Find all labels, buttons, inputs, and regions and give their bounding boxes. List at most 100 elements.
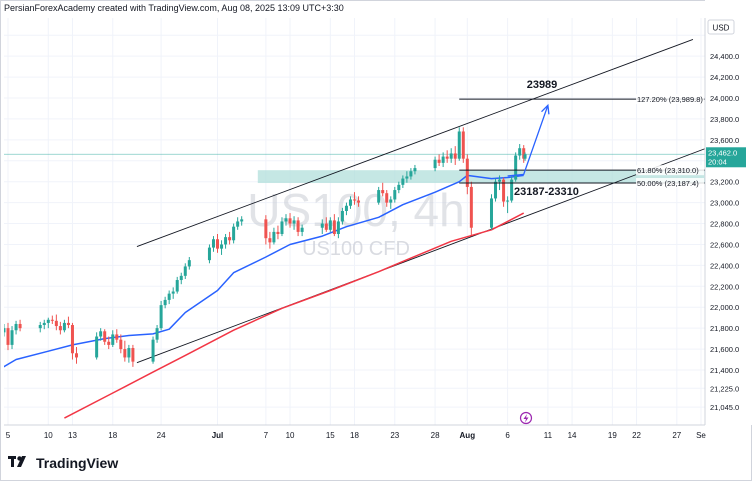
candle-body xyxy=(127,348,131,358)
price-tick-label: 24,000.0 xyxy=(710,94,739,103)
candle xyxy=(348,196,352,209)
candle xyxy=(489,194,493,230)
time-tick-label: 14 xyxy=(568,431,577,440)
candle-body xyxy=(220,244,224,249)
candle-body xyxy=(211,239,215,248)
candle xyxy=(332,214,336,237)
candle xyxy=(284,214,288,226)
candle xyxy=(220,240,224,255)
candle-body xyxy=(155,328,159,340)
candle-body xyxy=(336,221,340,234)
candle xyxy=(280,217,284,237)
time-tick-label: 10 xyxy=(44,431,53,440)
price-tick-label: 21,400.0 xyxy=(710,366,739,375)
candle-body xyxy=(523,154,527,159)
candle-body xyxy=(99,331,103,337)
candle xyxy=(272,227,276,245)
candle xyxy=(175,276,179,294)
projection-arrow-head xyxy=(541,103,550,115)
candle xyxy=(461,127,465,163)
candle xyxy=(353,192,356,205)
candle xyxy=(46,317,50,329)
candle-body xyxy=(494,181,498,199)
channel-upper-line xyxy=(136,38,694,247)
price-tick-label: 23,000.0 xyxy=(710,199,739,208)
price-axis-bg xyxy=(705,0,752,425)
candle-body xyxy=(171,291,175,294)
lightning-event-icon xyxy=(519,411,533,425)
price-tick-label: 24,200.0 xyxy=(710,73,739,82)
candle-body xyxy=(4,328,6,333)
currency-box xyxy=(707,19,735,35)
price-tick-label: 23,600.0 xyxy=(710,136,739,145)
candle-body xyxy=(324,223,328,230)
candle xyxy=(115,329,119,343)
candle-body xyxy=(296,220,300,232)
candle-body xyxy=(377,190,381,203)
candle xyxy=(187,257,191,270)
candle xyxy=(6,322,10,351)
candle-body xyxy=(232,226,236,241)
fib-label: 61.80% (23,310.0) xyxy=(637,166,699,175)
candle xyxy=(228,231,232,245)
candle-body xyxy=(240,219,244,222)
candle-body xyxy=(288,218,292,224)
time-tick-label: Se xyxy=(696,431,706,440)
watermark-name: US100 CFD xyxy=(302,238,410,260)
candle-body xyxy=(413,168,417,172)
candle xyxy=(211,236,215,252)
candle xyxy=(445,150,449,163)
last-price-badge xyxy=(706,147,746,168)
candle-body xyxy=(216,239,220,249)
candle xyxy=(107,336,111,350)
candle-body xyxy=(348,199,352,206)
candle-body xyxy=(437,159,441,163)
candle xyxy=(401,175,405,188)
candle-body xyxy=(224,237,228,245)
candle xyxy=(268,231,272,249)
candle xyxy=(171,287,175,299)
candle-body xyxy=(381,190,385,194)
fib-label-bg xyxy=(636,94,704,105)
candle xyxy=(328,217,332,232)
candle-body xyxy=(522,148,526,159)
time-tick-label: 22 xyxy=(632,431,641,440)
fib-label: 50.00% (23,187.4) xyxy=(637,179,699,188)
candle-body xyxy=(498,179,502,182)
candle-body xyxy=(107,341,111,345)
candle xyxy=(155,325,159,343)
candle-body xyxy=(465,158,469,187)
candle xyxy=(522,145,526,163)
candle xyxy=(502,177,506,207)
candle xyxy=(296,217,300,237)
candle xyxy=(216,234,220,253)
candle-body xyxy=(276,231,280,234)
candle xyxy=(131,344,135,367)
candle xyxy=(167,290,171,305)
candle xyxy=(514,152,518,182)
candle-body xyxy=(54,320,58,327)
price-tick-label: 22,600.0 xyxy=(710,240,739,249)
candle-body xyxy=(506,200,510,202)
candle-body xyxy=(115,334,119,340)
candle xyxy=(441,152,445,168)
candle-body xyxy=(320,223,324,228)
time-tick-label: 27 xyxy=(672,431,681,440)
candle xyxy=(320,219,324,234)
time-tick-label: 5 xyxy=(6,431,11,440)
price-tick-label: 22,200.0 xyxy=(710,282,739,291)
candle xyxy=(413,164,417,175)
candle xyxy=(506,196,510,214)
zone-annotation: 23187-23310 xyxy=(514,186,579,198)
last-price-value: 23,462.0 xyxy=(708,148,737,157)
candle xyxy=(159,300,163,331)
moving-average-fast xyxy=(4,174,524,368)
candle xyxy=(494,178,498,202)
currency-label: USD xyxy=(713,24,730,33)
target-annotation: 23989 xyxy=(527,79,558,91)
candle xyxy=(437,154,441,166)
candle xyxy=(240,216,244,226)
candle xyxy=(510,175,514,203)
